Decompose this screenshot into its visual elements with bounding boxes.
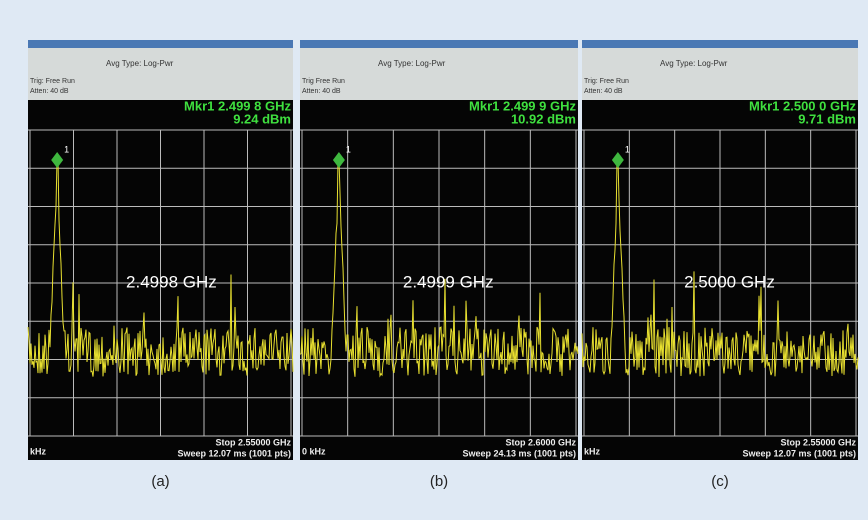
trig: Trig: Free Run <box>584 78 629 85</box>
header <box>582 48 858 100</box>
sweep: Sweep 12.07 ms (1001 pts) <box>742 448 856 458</box>
frequency-annotation: 2.4998 GHz <box>126 272 217 291</box>
caption: (b) <box>430 473 448 490</box>
frequency-annotation: 2.4999 GHz <box>403 272 494 291</box>
marker-diamond <box>611 152 624 168</box>
header <box>300 48 578 100</box>
header-bar <box>300 40 578 48</box>
marker-level: 9.24 dBm <box>233 111 291 126</box>
caption: (c) <box>711 473 729 490</box>
marker-readout: Mkr1 2.500 0 GHz <box>749 98 856 113</box>
avg-type: Avg Type: Log-Pwr <box>106 59 174 68</box>
atten: Atten: 40 dB <box>30 88 69 95</box>
trig: Trig: Free Run <box>30 78 75 85</box>
marker-id: 1 <box>346 144 351 154</box>
analyzer-panel: Avg Type: Log-Pwr Trig: Free Run Atten: 40… <box>27 40 294 460</box>
start-frequency: 0 kHz <box>302 446 326 456</box>
trace <box>27 159 294 377</box>
trace <box>299 159 579 378</box>
avg-type: Avg Type: Log-Pwr <box>660 59 728 68</box>
marker-id: 1 <box>625 144 630 154</box>
marker-readout: Mkr1 2.499 9 GHz <box>469 98 576 113</box>
caption: (a) <box>151 473 169 490</box>
stop-frequency: Stop 2.55000 GHz <box>780 437 856 447</box>
sweep: Sweep 24.13 ms (1001 pts) <box>462 448 576 458</box>
start-frequency: kHz <box>30 446 47 456</box>
stop-frequency: Stop 2.55000 GHz <box>215 437 291 447</box>
marker-id: 1 <box>64 144 69 154</box>
header <box>28 48 293 100</box>
header-bar <box>28 40 293 48</box>
marker-readout: Mkr1 2.499 8 GHz <box>184 98 291 113</box>
frequency-annotation: 2.5000 GHz <box>684 272 775 291</box>
marker-level: 9.71 dBm <box>798 111 856 126</box>
marker-diamond <box>332 152 345 168</box>
atten: Atten: 40 dB <box>584 88 623 95</box>
sweep: Sweep 12.07 ms (1001 pts) <box>177 448 291 458</box>
analyzer-panel: Avg Type: Log-Pwr Trig: Free Run Atten: 40… <box>581 40 859 460</box>
trace <box>581 159 859 378</box>
header-bar <box>582 40 858 48</box>
atten: Atten: 40 dB <box>302 88 341 95</box>
marker-diamond <box>51 152 64 168</box>
marker-level: 10.92 dBm <box>511 111 576 126</box>
analyzer-panel: Avg Type: Log-Pwr Trig Free Run Atten: 40 … <box>299 40 579 460</box>
trig: Trig Free Run <box>302 78 345 85</box>
avg-type: Avg Type: Log-Pwr <box>378 59 446 68</box>
stop-frequency: Stop 2.6000 GHz <box>505 437 576 447</box>
start-frequency: kHz <box>584 446 601 456</box>
